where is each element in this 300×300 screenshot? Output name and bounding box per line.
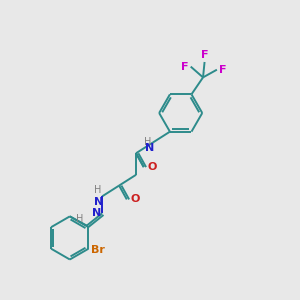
- Text: Br: Br: [91, 245, 105, 255]
- Text: O: O: [148, 162, 157, 172]
- Text: F: F: [201, 50, 208, 60]
- Text: F: F: [219, 65, 227, 75]
- Text: O: O: [131, 194, 140, 204]
- Text: N: N: [94, 197, 104, 207]
- Text: H: H: [76, 214, 83, 224]
- Text: F: F: [181, 61, 188, 72]
- Text: H: H: [144, 137, 152, 147]
- Text: N: N: [92, 208, 101, 218]
- Text: H: H: [94, 185, 101, 195]
- Text: N: N: [145, 143, 154, 153]
